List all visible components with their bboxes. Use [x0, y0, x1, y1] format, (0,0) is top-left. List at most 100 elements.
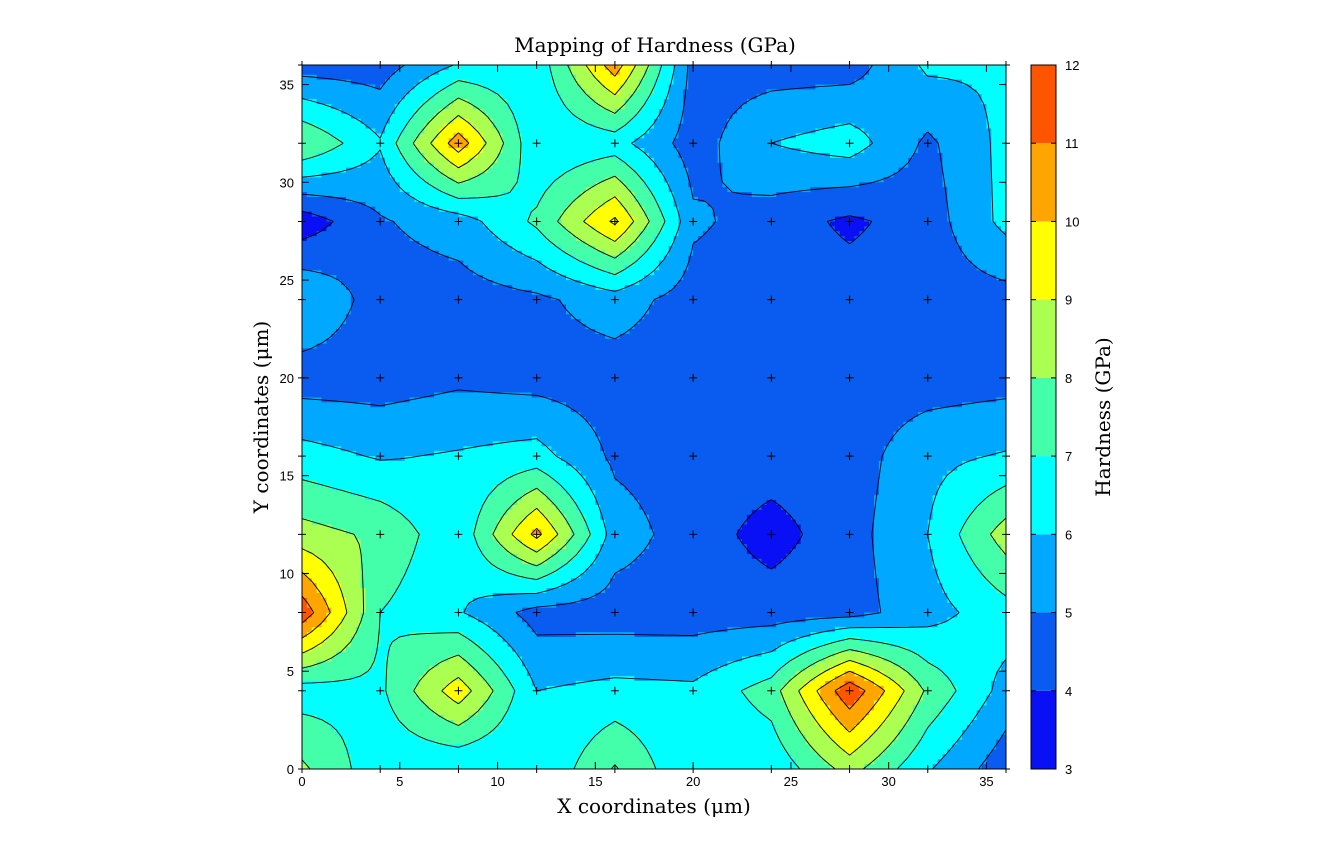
contour-fill-run — [693, 241, 958, 247]
contour-fill-run — [688, 255, 968, 262]
contour-fill-run — [522, 539, 552, 545]
contour-fill-run — [898, 681, 919, 687]
contour-fill-run — [996, 676, 1006, 682]
contour-fill-run — [600, 79, 626, 86]
contour-fill-run — [610, 197, 621, 203]
contour-fill-run — [878, 475, 944, 482]
contour-fill-run — [883, 720, 909, 726]
contour-fill-run — [585, 216, 636, 223]
contour-fill-run — [654, 162, 684, 169]
contour-fill-run — [619, 236, 640, 242]
contour-fill-run — [883, 451, 997, 457]
contour-fill-run — [698, 197, 948, 203]
contour-fill-run — [404, 456, 562, 462]
indent-marker — [610, 217, 619, 226]
contour-fill-run — [302, 329, 337, 335]
contour-fill-run — [458, 211, 533, 218]
contour-fill-run — [673, 197, 699, 203]
contour-fill-run — [502, 514, 528, 521]
contour-fill-run — [883, 671, 909, 677]
contour-fill-run — [922, 656, 1006, 663]
contour-fill-run — [453, 133, 464, 139]
contour-fill-run — [522, 157, 596, 164]
contour-fill-run — [634, 676, 699, 682]
contour-fill-run — [570, 314, 645, 320]
contour-fill-run — [644, 74, 660, 81]
contour-fill-run — [639, 500, 768, 506]
colorbar-tick-label: 7 — [1065, 449, 1072, 464]
contour-fill-run — [404, 725, 499, 731]
y-tick-label: 15 — [280, 469, 294, 484]
contour-fill-run — [336, 573, 362, 579]
contour-fill-run — [722, 172, 895, 179]
contour-fill-run — [468, 690, 494, 697]
contour-fill-run — [522, 519, 552, 526]
contour-fill-run — [937, 143, 992, 149]
contour-fill-run — [585, 480, 621, 487]
contour-fill-run — [766, 89, 978, 95]
indent-marker — [532, 608, 541, 617]
contour-fill-run — [658, 69, 675, 76]
contour-fill-run — [859, 661, 895, 667]
contour-fill-run — [414, 113, 435, 120]
contour-fill-run — [336, 578, 362, 584]
contour-fill-run — [350, 759, 577, 765]
contour-fill-run — [962, 402, 1006, 408]
contour-fill-run — [927, 529, 963, 535]
contour-fill-run — [463, 632, 499, 638]
contour-fill-run — [566, 519, 587, 526]
contour-fill-run — [341, 583, 362, 589]
contour-fill-run — [878, 485, 939, 491]
contour-fill-run — [302, 377, 1006, 384]
contour-fill-run — [546, 187, 587, 193]
contour-fill-run — [786, 509, 875, 516]
contour-fill-run — [634, 65, 650, 71]
contour-fill-run — [624, 485, 880, 491]
contour-fill-run — [937, 148, 992, 154]
contour-fill-run — [644, 509, 753, 516]
contour-fill-run — [434, 739, 474, 746]
contour-fill-run — [605, 524, 650, 531]
contour-fill-run — [331, 104, 396, 110]
contour-fill-run — [350, 641, 381, 648]
contour-fill-run — [649, 309, 1006, 315]
contour-fill-run — [781, 558, 875, 565]
contour-fill-run — [482, 221, 533, 227]
contour-fill-run — [443, 153, 479, 159]
contour-fill-run — [438, 148, 484, 154]
contour-fill-run — [947, 749, 992, 755]
contour-fill-run — [673, 143, 719, 149]
contour-fill-run — [991, 177, 1006, 183]
contour-fill-run — [541, 441, 601, 447]
contour-fill-run — [390, 651, 489, 658]
contour-fill-run — [893, 705, 914, 711]
contour-fill-run — [385, 690, 416, 697]
contour-fill-run — [903, 690, 924, 697]
contour-fill-run — [654, 84, 670, 91]
contour-fill-run — [302, 451, 357, 457]
contour-fill-run — [438, 206, 533, 213]
contour-fill-run — [463, 446, 552, 452]
contour-fill-run — [575, 236, 611, 242]
contour-fill-run — [512, 113, 577, 120]
contour-fill-run — [316, 480, 504, 487]
contour-fill-run — [492, 563, 562, 570]
contour-fill-run — [996, 539, 1006, 545]
colorbar-tick-label: 10 — [1065, 214, 1079, 229]
contour-fill-run — [302, 309, 352, 315]
contour-fill-run — [854, 725, 880, 731]
contour-fill-run — [512, 646, 777, 653]
contour-fill-run — [595, 553, 640, 560]
contour-fill-run — [302, 69, 396, 76]
contour-fill-run — [507, 705, 758, 711]
contour-fill-run — [302, 353, 1006, 359]
contour-fill-run — [883, 177, 944, 183]
contour-fill-run — [561, 509, 582, 516]
contour-fill-run — [561, 485, 592, 491]
contour-fill-run — [874, 549, 934, 555]
contour-fill-run — [541, 231, 572, 237]
contour-fill-run — [957, 465, 1006, 472]
contour-fill-run — [414, 524, 474, 531]
contour-fill-run — [786, 705, 807, 711]
contour-fill-run — [619, 177, 645, 183]
